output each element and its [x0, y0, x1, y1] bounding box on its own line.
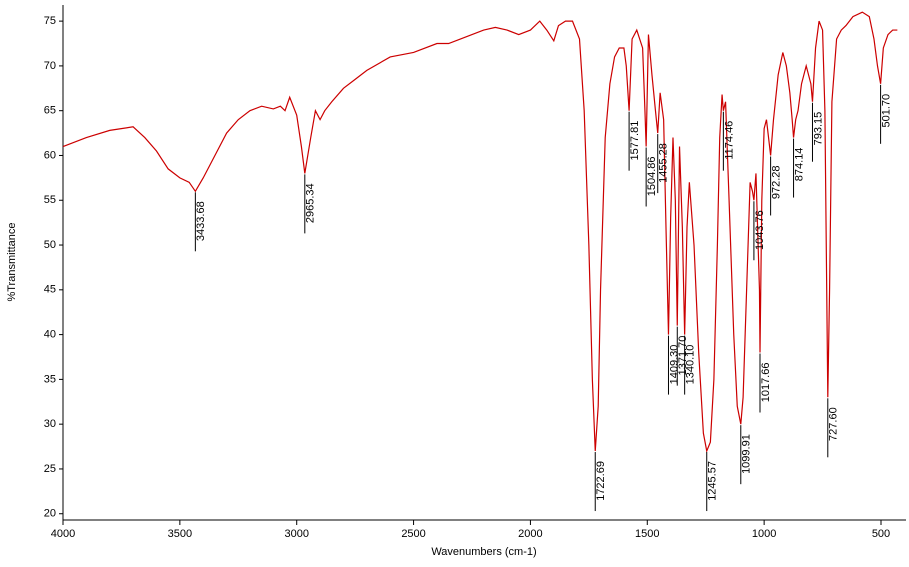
- y-tick-label: 45: [44, 284, 56, 296]
- peak-label: 2965.34: [305, 183, 317, 223]
- peak-label: 1455.28: [658, 143, 670, 183]
- x-tick-label: 4000: [51, 528, 75, 540]
- y-tick-label: 75: [44, 15, 56, 27]
- y-tick-label: 50: [44, 239, 56, 251]
- x-tick-label: 3500: [168, 528, 192, 540]
- peak-label: 793.15: [812, 112, 824, 146]
- peak-label: 1245.57: [707, 461, 719, 501]
- x-tick-label: 2000: [518, 528, 542, 540]
- peak-label: 1371.70: [677, 336, 689, 376]
- y-tick-label: 20: [44, 508, 56, 520]
- x-tick-label: 500: [872, 528, 890, 540]
- y-tick-label: 40: [44, 329, 56, 341]
- y-tick-label: 70: [44, 60, 56, 72]
- peak-label: 727.60: [828, 407, 840, 441]
- peak-label: 972.28: [771, 165, 783, 199]
- y-tick-label: 55: [44, 194, 56, 206]
- y-axis-label: %Transmittance: [6, 222, 18, 301]
- peak-label: 874.14: [793, 148, 805, 182]
- y-tick-label: 60: [44, 149, 56, 161]
- x-axis-label: Wavenumbers (cm-1): [431, 546, 536, 558]
- peak-label: 501.70: [881, 94, 893, 128]
- y-tick-label: 35: [44, 373, 56, 385]
- x-tick-label: 1500: [635, 528, 659, 540]
- peak-label: 1577.81: [629, 121, 641, 161]
- spectrum-line: [62, 11, 898, 454]
- peak-label: 1174.46: [723, 121, 735, 160]
- x-tick-label: 3000: [284, 528, 308, 540]
- peak-label: 1504.86: [646, 157, 658, 197]
- y-tick-label: 65: [44, 105, 56, 117]
- peak-label: 3433.68: [195, 201, 207, 241]
- peak-label: 1340.10: [685, 345, 697, 385]
- y-tick-label: 25: [44, 463, 56, 475]
- peak-label: 1043.76: [754, 210, 766, 250]
- peak-label: 1722.69: [595, 461, 607, 501]
- peak-label: 1017.66: [760, 363, 772, 403]
- x-tick-label: 1000: [752, 528, 776, 540]
- y-tick-label: 30: [44, 418, 56, 430]
- peak-label: 1099.91: [741, 434, 753, 474]
- x-tick-label: 2500: [401, 528, 425, 540]
